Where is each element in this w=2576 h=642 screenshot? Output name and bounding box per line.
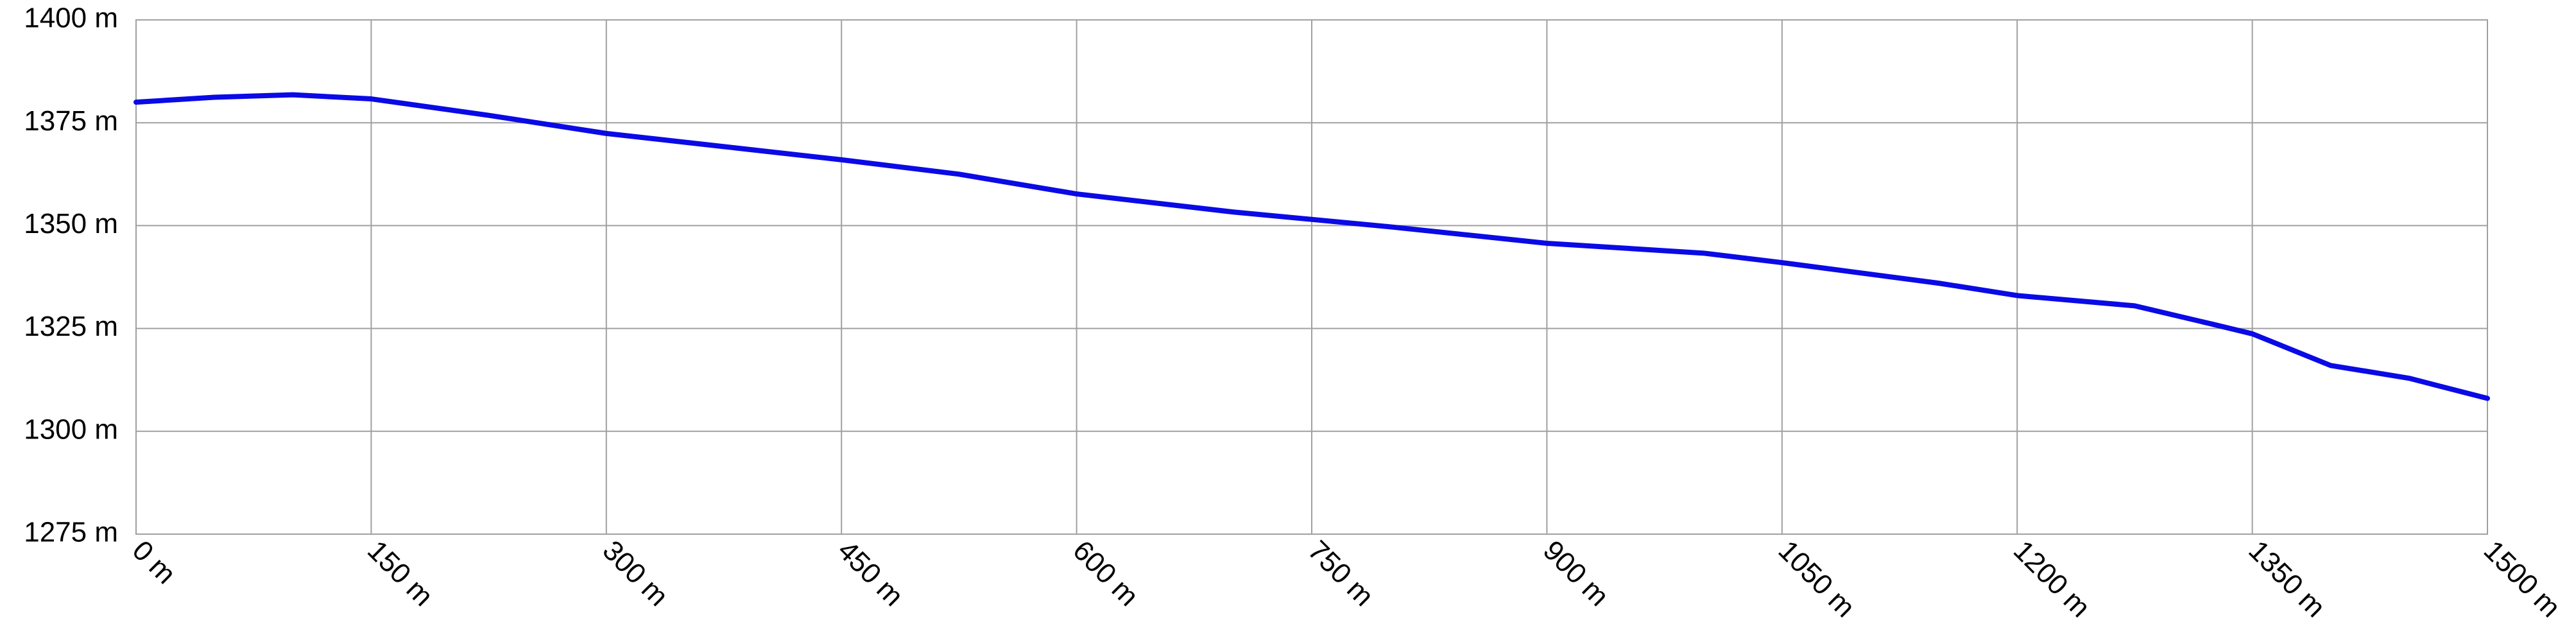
y-tick-label: 1325 m [24, 311, 118, 342]
x-tick-label: 0 m [126, 535, 182, 591]
y-tick-label: 1375 m [24, 105, 118, 137]
x-tick-label: 600 m [1067, 535, 1144, 612]
x-tick-label: 150 m [361, 535, 439, 612]
y-tick-label: 1350 m [24, 208, 118, 239]
x-tick-label: 300 m [597, 535, 674, 612]
y-tick-label: 1300 m [24, 413, 118, 445]
y-tick-label: 1275 m [24, 517, 118, 548]
x-tick-label: 1350 m [2242, 535, 2331, 623]
y-tick-label: 1400 m [24, 3, 118, 34]
x-tick-label: 450 m [832, 535, 909, 612]
x-tick-label: 1200 m [2007, 535, 2096, 623]
x-tick-label: 900 m [1537, 535, 1615, 612]
x-tick-label: 1500 m [2478, 535, 2566, 623]
elevation-line [133, 92, 2490, 401]
x-tick-label: 1050 m [1773, 535, 1861, 623]
x-tick-label: 750 m [1302, 535, 1380, 612]
